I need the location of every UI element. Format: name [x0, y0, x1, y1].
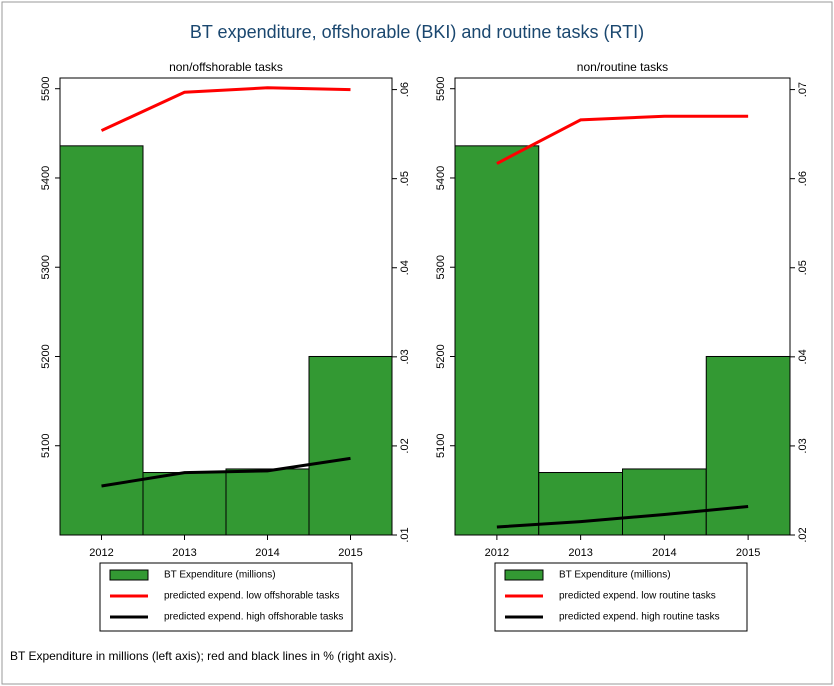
y-tick-label: 5200 — [40, 344, 52, 368]
y2-tick-label: .04 — [797, 349, 809, 364]
y-tick-label: 5400 — [435, 166, 447, 190]
bar — [454, 145, 540, 536]
line-series — [496, 114, 749, 165]
y-tick-label: 5200 — [435, 344, 447, 368]
legend-swatch — [504, 569, 544, 581]
y2-tick-label: .01 — [399, 527, 411, 542]
x-tick-label: 2013 — [172, 547, 196, 559]
y2-tick-label: .02 — [399, 438, 411, 453]
legend-label: predicted expend. low offshorable tasks — [164, 591, 339, 602]
note: BT Expenditure in millions (left axis); … — [10, 649, 397, 663]
legend-label: predicted expend. high offshorable tasks — [164, 612, 343, 623]
bar — [538, 472, 623, 536]
y2-tick-label: .03 — [399, 349, 411, 364]
y2-tick-label: .06 — [797, 171, 809, 186]
y-tick-label: 5500 — [435, 76, 447, 100]
y2-tick-label: .05 — [399, 171, 411, 186]
legend-label: predicted expend. high routine tasks — [559, 612, 720, 623]
line-series — [496, 504, 749, 529]
bar — [622, 468, 707, 536]
legend-swatch — [109, 569, 149, 581]
y-tick-label: 5400 — [40, 166, 52, 190]
x-tick-label: 2013 — [568, 547, 592, 559]
y2-tick-label: .06 — [399, 82, 411, 97]
y2-tick-label: .02 — [797, 527, 809, 542]
line-series — [101, 456, 351, 488]
y2-tick-label: .04 — [399, 260, 411, 275]
bar — [705, 355, 791, 536]
chart-title: BT expenditure, offshorable (BKI) and ro… — [190, 22, 644, 42]
bar — [59, 145, 144, 536]
y2-tick-label: .07 — [797, 82, 809, 97]
line-series — [100, 86, 351, 132]
y2-tick-label: .05 — [797, 260, 809, 275]
panel-title: non/offshorable tasks — [169, 60, 283, 74]
panel-title: non/routine tasks — [577, 60, 668, 74]
bar — [142, 472, 227, 536]
y-tick-label: 5100 — [435, 434, 447, 458]
y2-tick-label: .03 — [797, 438, 809, 453]
x-tick-label: 2014 — [652, 547, 676, 559]
y-tick-label: 5500 — [40, 76, 52, 100]
x-tick-label: 2014 — [255, 547, 279, 559]
y-tick-label: 5100 — [40, 434, 52, 458]
x-tick-label: 2012 — [485, 547, 509, 559]
y-tick-label: 5300 — [40, 255, 52, 279]
legend-label: BT Expenditure (millions) — [164, 570, 276, 581]
bar — [225, 468, 310, 536]
bar — [308, 355, 393, 536]
y-tick-label: 5300 — [435, 255, 447, 279]
x-tick-label: 2015 — [338, 547, 362, 559]
legend-label: predicted expend. low routine tasks — [559, 591, 716, 602]
x-tick-label: 2012 — [89, 547, 113, 559]
legend-label: BT Expenditure (millions) — [559, 570, 671, 581]
x-tick-label: 2015 — [736, 547, 760, 559]
